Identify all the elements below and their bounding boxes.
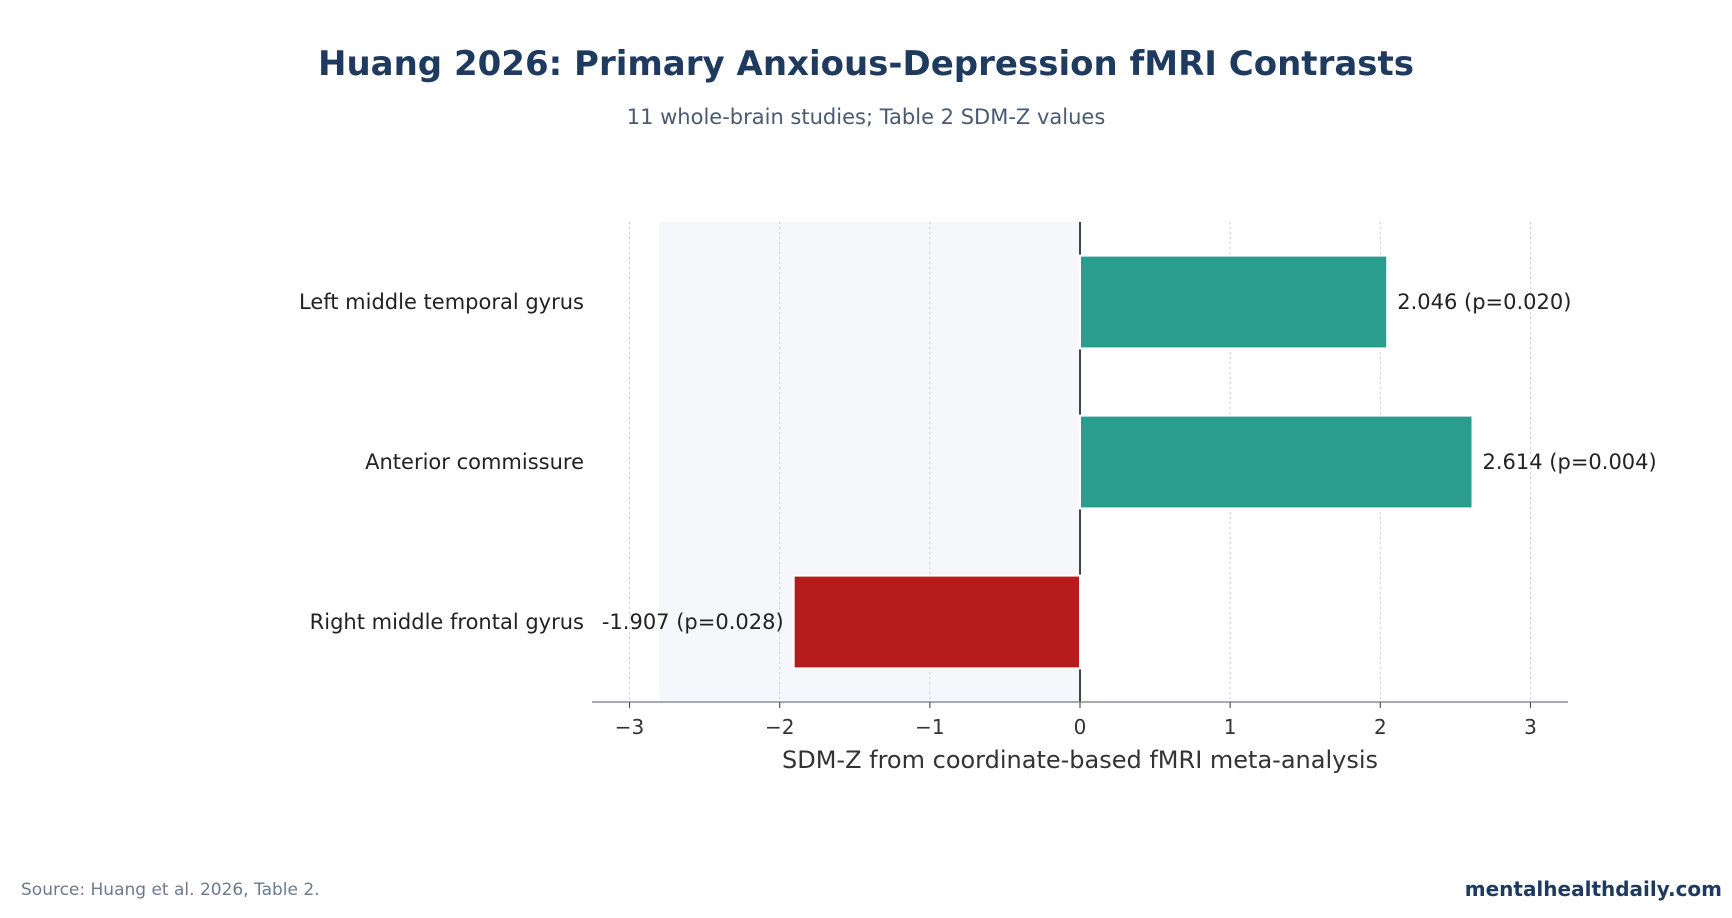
brand-logo-text: mentalhealthdaily.com	[1464, 877, 1722, 901]
chart-title: Huang 2026: Primary Anxious-Depression f…	[317, 44, 1415, 84]
x-tick-label: 3	[1524, 715, 1537, 739]
x-tick-label: 1	[1224, 715, 1237, 739]
x-tick-label: −1	[915, 715, 944, 739]
category-label: Right middle frontal gyrus	[310, 610, 584, 634]
category-label: Anterior commissure	[365, 450, 584, 474]
x-axis-label: SDM-Z from coordinate-based fMRI meta-an…	[782, 746, 1378, 774]
bar	[1079, 254, 1389, 350]
x-tick-label: 2	[1374, 715, 1387, 739]
bar	[792, 574, 1081, 670]
chart-subtitle: 11 whole-brain studies; Table 2 SDM-Z va…	[626, 105, 1106, 129]
x-tick-label: 0	[1074, 715, 1087, 739]
data-label: 2.614 (p=0.004)	[1483, 450, 1657, 474]
data-label: -1.907 (p=0.028)	[602, 610, 784, 634]
x-tick-label: −3	[615, 715, 644, 739]
x-tick-label: −2	[765, 715, 794, 739]
bar	[1079, 414, 1474, 510]
source-note: Source: Huang et al. 2026, Table 2.	[21, 880, 320, 900]
category-label: Left middle temporal gyrus	[299, 290, 584, 314]
data-label: 2.046 (p=0.020)	[1397, 290, 1571, 314]
